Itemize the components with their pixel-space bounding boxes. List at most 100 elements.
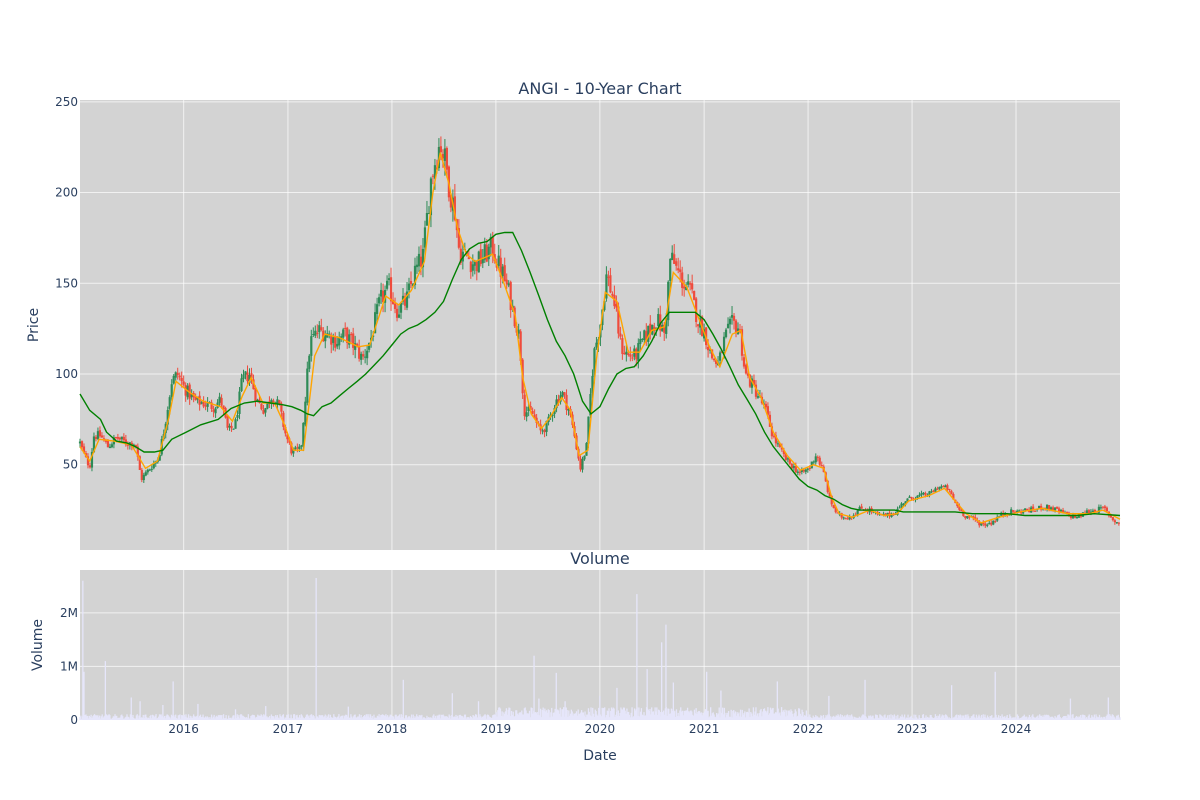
candle-body	[385, 280, 389, 289]
candle-body	[529, 406, 532, 411]
candle-body	[589, 394, 592, 416]
candle-body	[82, 446, 86, 453]
candle-body	[952, 494, 955, 500]
candle-body	[457, 228, 460, 248]
candle-body	[264, 408, 267, 413]
candle-body	[487, 246, 490, 260]
candle-body	[493, 254, 496, 262]
candle-body	[389, 277, 393, 302]
candle-body	[615, 304, 618, 308]
candle-body	[250, 373, 253, 379]
moving-average-line-2	[79, 231, 1121, 517]
candle-body	[583, 455, 586, 460]
candle-body	[657, 313, 660, 327]
candle-body	[350, 333, 353, 336]
candle-body	[374, 312, 377, 334]
candle-body	[595, 342, 598, 348]
candle-body	[248, 375, 251, 383]
candle-body	[176, 372, 179, 376]
candle-body	[603, 301, 606, 311]
candle-body	[1097, 506, 1101, 513]
price-tick-label: 100	[55, 367, 78, 381]
candle-body	[232, 428, 235, 430]
candle-body	[794, 465, 797, 473]
price-tick-label: 50	[63, 458, 78, 472]
candle-body	[800, 469, 803, 473]
candle-body	[467, 257, 470, 260]
candle-body	[252, 379, 255, 390]
candle-body	[364, 356, 367, 358]
candle-body	[242, 374, 245, 379]
candle-body	[567, 409, 570, 411]
candle-body	[431, 175, 435, 177]
candle-body	[118, 437, 121, 440]
candle-body	[1032, 506, 1035, 511]
candle-body	[1073, 515, 1077, 518]
candle-body	[846, 518, 849, 520]
candle-body	[936, 488, 939, 490]
candle-body	[750, 378, 754, 388]
candle-body	[148, 469, 151, 471]
candle-body	[581, 458, 584, 470]
candle-body	[543, 429, 546, 433]
candle-body	[1045, 504, 1049, 510]
candle-body	[621, 338, 624, 354]
candle-body	[254, 388, 257, 402]
candle-body	[1115, 522, 1118, 524]
candle-body	[138, 456, 141, 470]
candle-body	[120, 436, 123, 440]
candle-body	[613, 295, 616, 307]
candle-body	[106, 440, 110, 448]
candle-body	[1077, 514, 1081, 518]
candle-body	[501, 266, 504, 277]
candle-body	[848, 516, 851, 520]
candle-body	[663, 324, 666, 333]
candle-body	[679, 269, 682, 272]
candle-body	[184, 385, 187, 396]
price-tick-label: 150	[55, 276, 78, 290]
candle-body	[730, 315, 734, 318]
candle-body	[1071, 514, 1075, 519]
candle-body	[541, 430, 544, 432]
candle-body	[280, 403, 283, 412]
candle-body	[114, 436, 117, 438]
candle-body	[994, 521, 997, 523]
candle-body	[1105, 507, 1108, 512]
candle-body	[332, 337, 335, 343]
candle-body	[677, 268, 680, 271]
candle-body	[1024, 508, 1027, 511]
candle-body	[348, 334, 351, 345]
candle-body	[1047, 505, 1051, 510]
candle-body	[557, 398, 560, 404]
candle-body	[429, 178, 433, 216]
candle-body	[942, 486, 945, 488]
volume-axis-title: Volume	[30, 619, 46, 671]
candle-body	[782, 450, 785, 454]
candle-body	[96, 431, 100, 440]
candle-body	[210, 402, 213, 410]
candle-body	[334, 336, 337, 348]
candle-body	[324, 335, 327, 342]
candle-body	[1085, 510, 1089, 515]
candle-body	[675, 261, 678, 266]
candle-body	[523, 394, 526, 417]
candle-body	[910, 496, 913, 499]
candle-body	[784, 453, 787, 460]
candle-body	[946, 485, 949, 490]
candle-body	[354, 343, 357, 350]
candle-body	[641, 338, 644, 340]
candle-body	[1055, 506, 1059, 509]
candle-body	[776, 443, 779, 445]
candle-body	[236, 414, 239, 418]
volume-tick-label: 0	[70, 713, 78, 727]
candle-body	[302, 422, 305, 447]
date-tick-label: 2023	[897, 722, 928, 736]
price-panel: 50 100 150 200 250 ANGI - 10-Year Chart Pric…	[26, 79, 1121, 550]
price-marks	[78, 136, 1121, 528]
candle-body	[802, 469, 805, 472]
candle-body	[687, 281, 690, 285]
candle-body	[202, 401, 205, 407]
candle-body	[80, 441, 84, 448]
candle-body	[685, 287, 688, 291]
candle-body	[86, 456, 90, 466]
